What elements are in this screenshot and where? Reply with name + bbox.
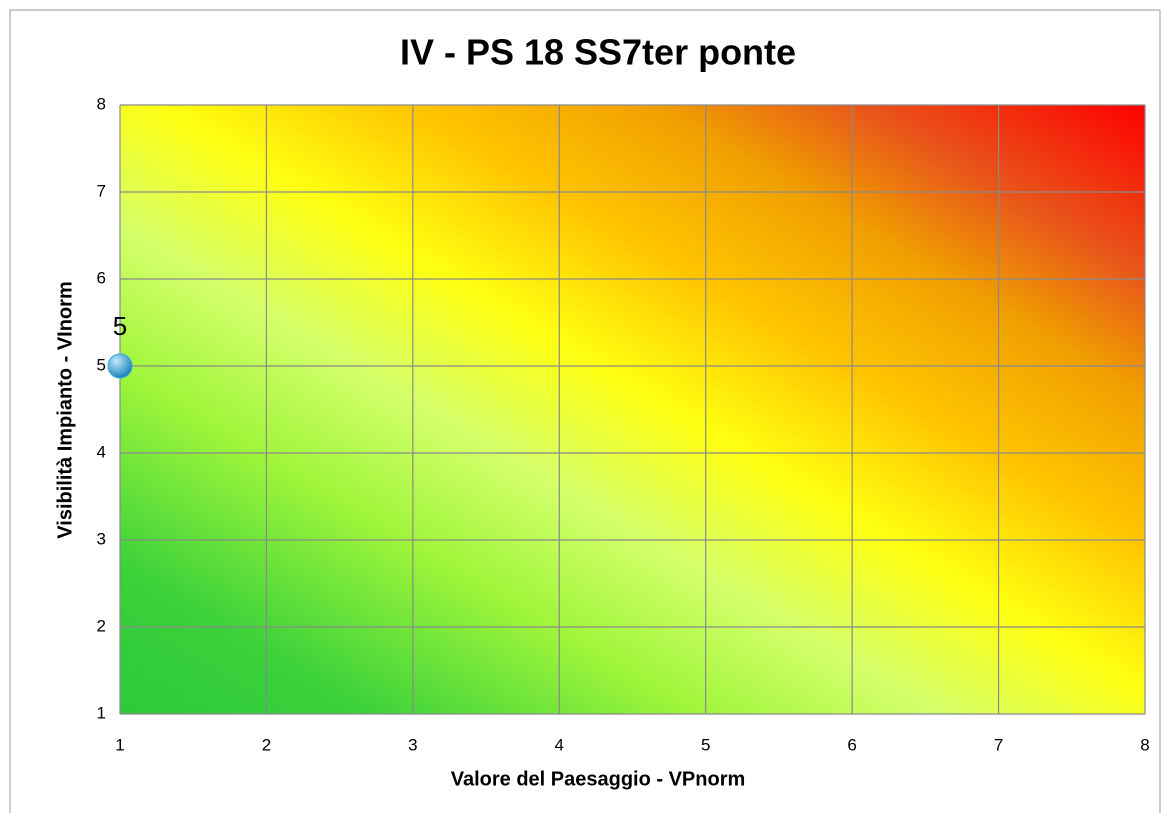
x-tick-label: 3 — [408, 735, 417, 754]
y-tick-label: 6 — [97, 268, 106, 287]
x-axis-title: Valore del Paesaggio - VPnorm — [451, 768, 746, 790]
x-tick-label: 2 — [262, 735, 271, 754]
plot-area — [120, 105, 1145, 714]
data-label: 5 — [113, 311, 127, 341]
y-tick-label: 7 — [97, 181, 106, 200]
y-tick-label: 1 — [97, 703, 106, 722]
y-tick-label: 8 — [97, 94, 106, 113]
x-tick-label: 5 — [701, 735, 710, 754]
x-tick-label: 8 — [1140, 735, 1149, 754]
chart-title: IV - PS 18 SS7ter ponte — [400, 32, 796, 73]
y-tick-label: 2 — [97, 616, 106, 635]
data-point — [107, 353, 133, 379]
y-tick-label: 4 — [97, 442, 106, 461]
y-axis-title: Visibilità Impianto - VInorm — [54, 281, 76, 538]
x-tick-label: 1 — [115, 735, 124, 754]
chart-border — [9, 9, 1161, 813]
y-tick-label: 5 — [97, 355, 106, 374]
x-tick-label: 6 — [847, 735, 856, 754]
x-tick-label: 4 — [555, 735, 564, 754]
x-tick-label: 7 — [994, 735, 1003, 754]
y-tick-label: 3 — [97, 529, 106, 548]
